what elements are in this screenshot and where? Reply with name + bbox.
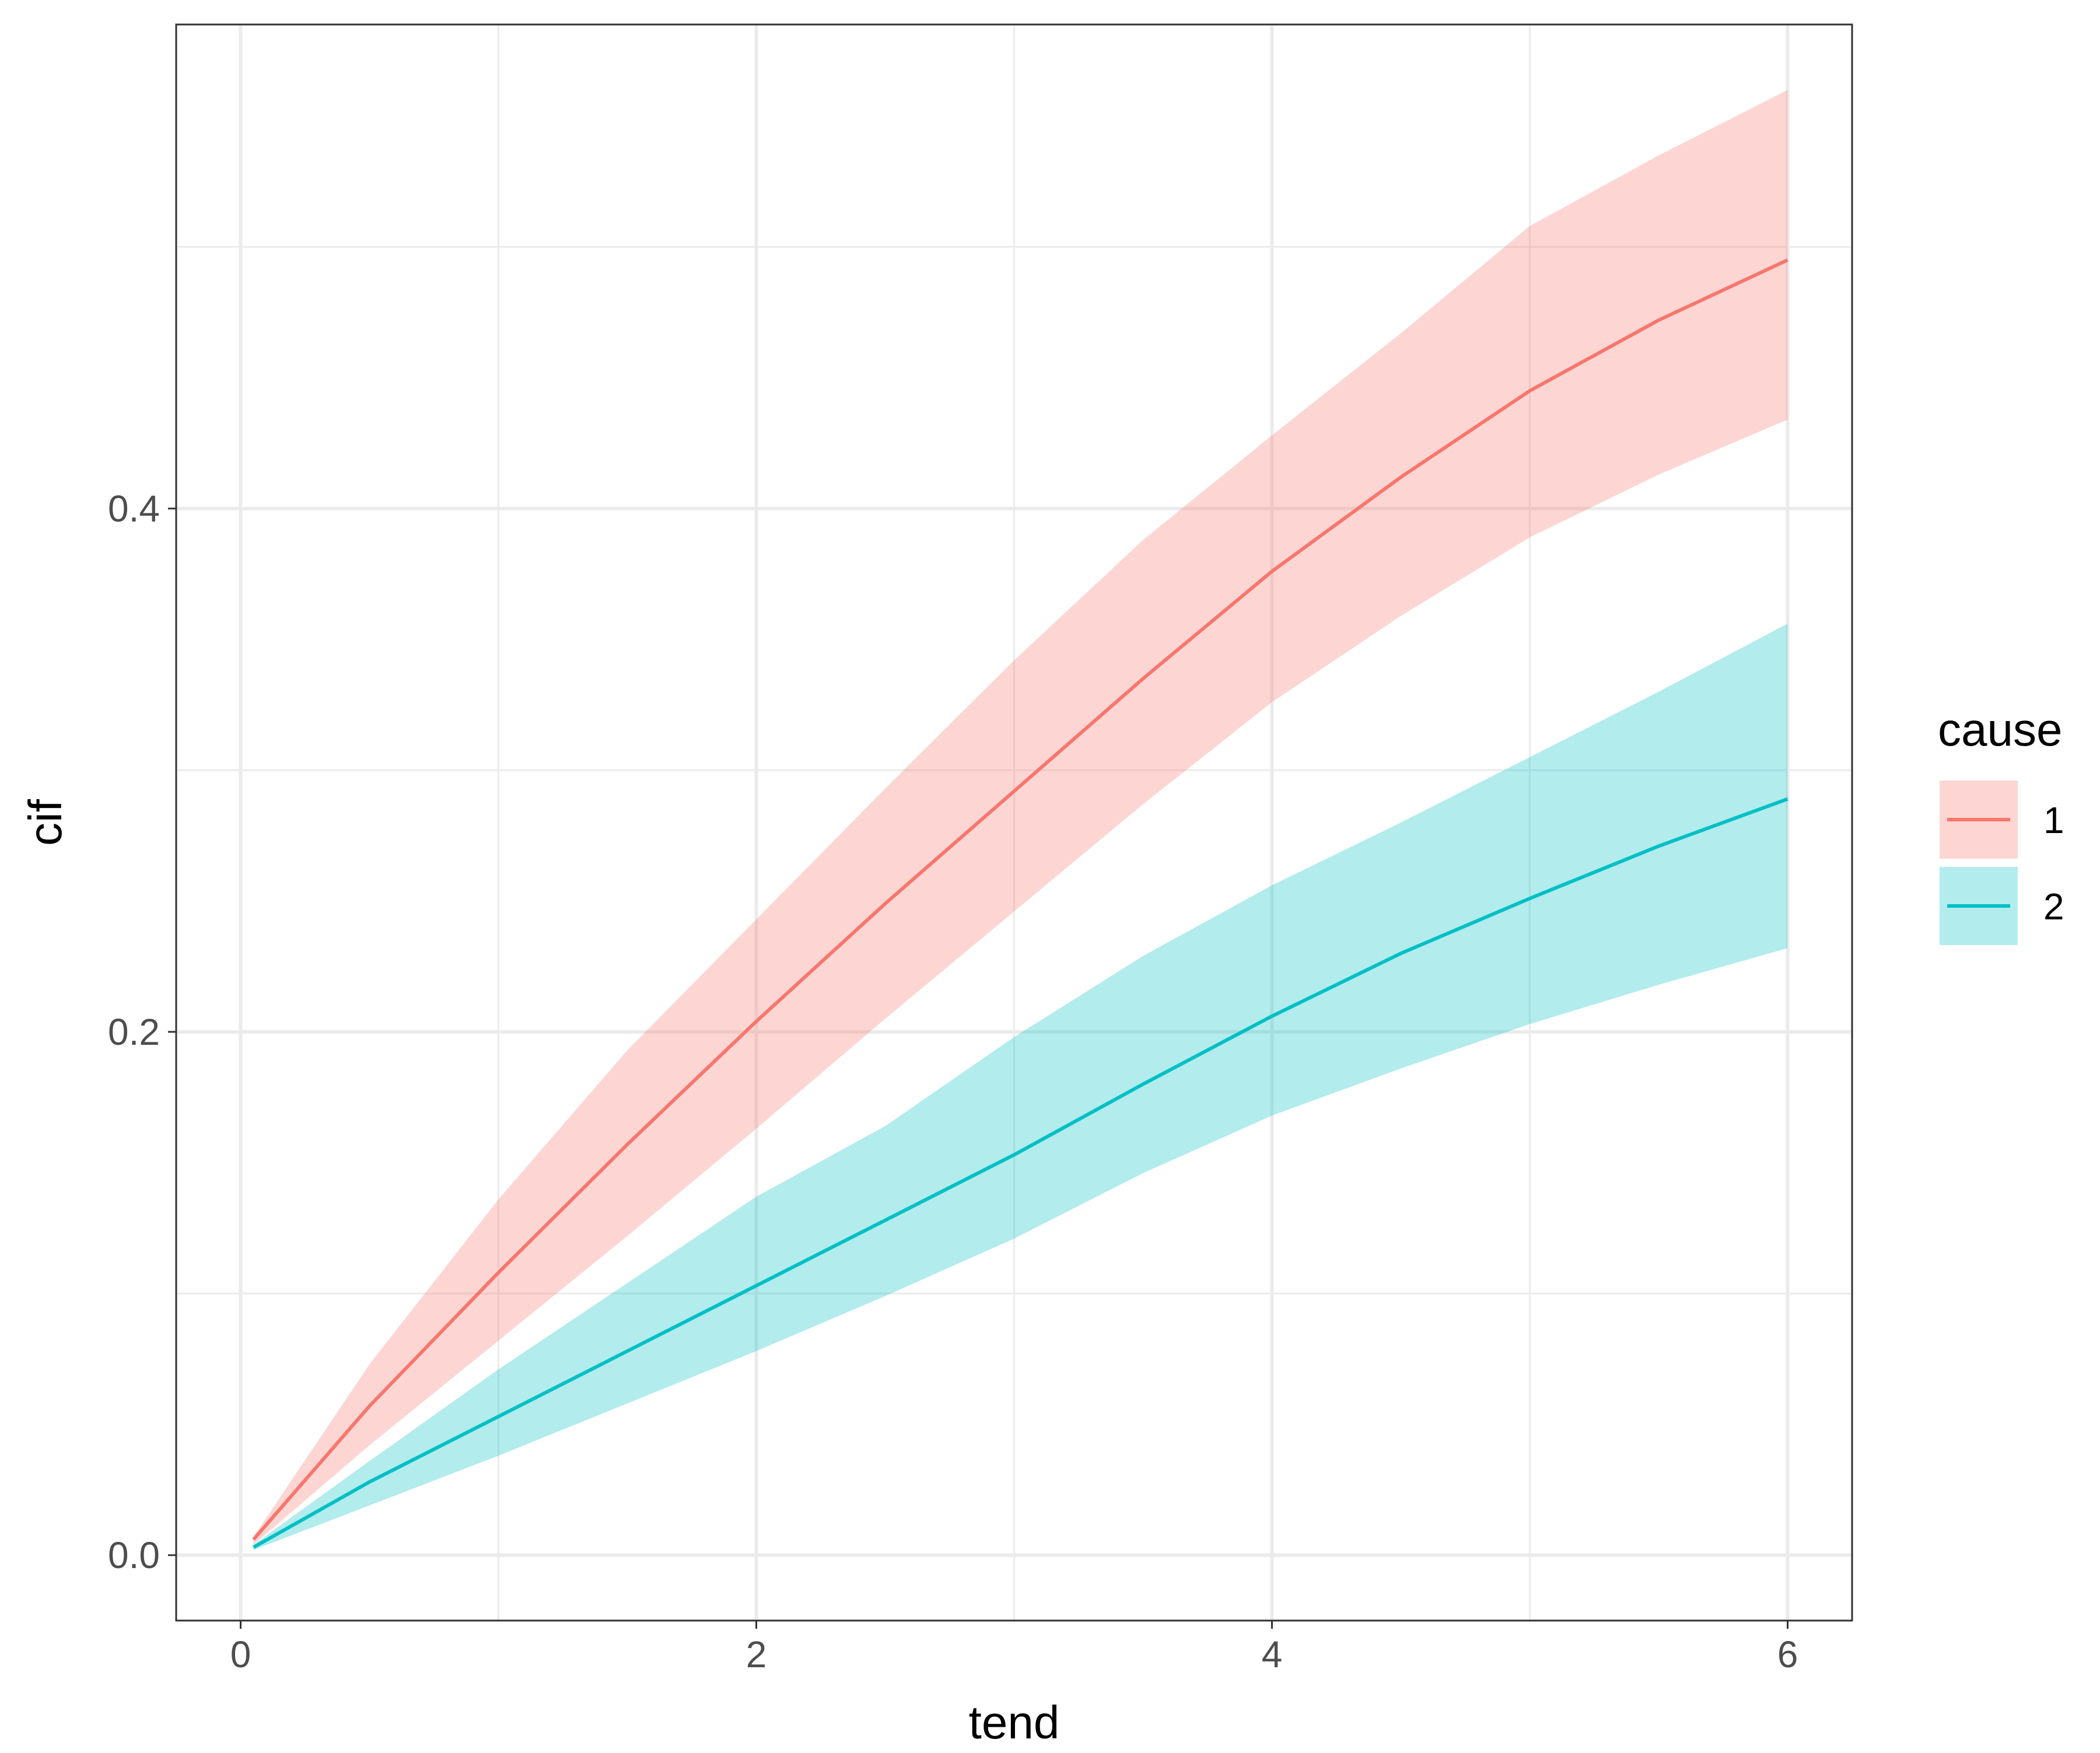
line-layer — [252, 258, 1788, 1549]
ribbon-cause-2 — [253, 624, 1788, 1550]
legend-title: cause — [1938, 704, 2062, 755]
line-cause-2 — [253, 797, 1788, 1549]
ribbon-layer — [253, 90, 1788, 1550]
x-tick-label: 0 — [230, 1633, 251, 1675]
grid-layer — [176, 25, 1852, 1621]
ribbon-cause-1 — [253, 90, 1788, 1545]
legend-label-cause-2: 2 — [2043, 886, 2064, 928]
axis-layer: 0 2 4 6 0.0 0.2 0.4 — [108, 488, 1798, 1675]
legend-items: 12 — [1940, 781, 2064, 945]
legend: cause 12 — [1938, 704, 2064, 945]
x-tick-label: 6 — [1777, 1633, 1798, 1675]
y-tick-label: 0.0 — [108, 1534, 160, 1576]
y-axis-title: cif — [19, 799, 71, 846]
line-cause-1 — [252, 258, 1788, 1541]
x-axis-title: tend — [969, 1696, 1060, 1748]
x-tick-label: 4 — [1262, 1633, 1283, 1675]
panel-border — [175, 23, 1853, 1622]
y-tick-label: 0.4 — [108, 488, 160, 530]
x-tick-label: 2 — [746, 1633, 767, 1675]
y-tick-label: 0.2 — [108, 1011, 160, 1053]
legend-label-cause-1: 1 — [2043, 799, 2064, 841]
